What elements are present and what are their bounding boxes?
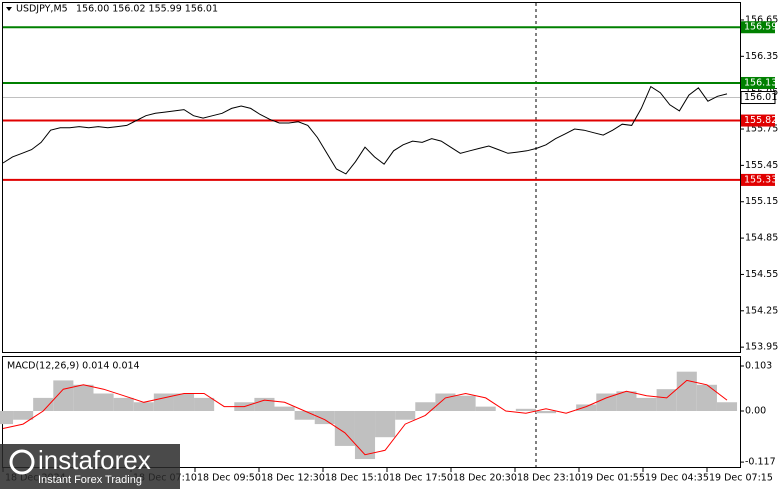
macd-bar (656, 389, 677, 411)
macd-bar (113, 397, 134, 411)
y-tick-label: 155.75 (745, 124, 778, 135)
macd-bar (194, 397, 215, 411)
macd-bar (314, 410, 335, 425)
macd-bar (576, 404, 597, 411)
level-label-box (741, 21, 775, 34)
macd-bar (334, 410, 355, 446)
level-label-box (741, 173, 775, 186)
macd-bar (274, 406, 295, 411)
x-tick-label: 18 Dec 17:50 (389, 473, 453, 484)
level-label: 156.13 (744, 77, 777, 88)
signal-line (2, 379, 728, 456)
y-tick-label: 155.45 (745, 160, 778, 171)
level-label-box (741, 76, 775, 89)
macd-bar (676, 371, 697, 411)
macd-title: MACD(12,26,9) 0.014 0.014 (7, 361, 140, 372)
y-tick-label: 154.85 (745, 233, 778, 244)
macd-bar (395, 410, 416, 420)
x-tick-label: 19 Dec 01:55 (581, 473, 645, 484)
y-tick-label: 155.15 (745, 196, 778, 207)
macd-bar (415, 402, 436, 411)
watermark-box (0, 444, 180, 489)
y-tick-label: 154.25 (745, 305, 778, 316)
price-line (2, 85, 728, 175)
macd-bar (696, 384, 717, 411)
last-price-label: 156.01 (744, 92, 777, 103)
y-tick-label: 0.00 (745, 405, 766, 416)
macd-bar (596, 393, 617, 411)
macd-bar (515, 408, 536, 411)
macd-bar (616, 391, 637, 411)
x-tick-label: 19 Dec 07:15 (709, 473, 773, 484)
macd-bar (455, 395, 476, 411)
x-tick-label: 18 Dec 15:10 (325, 473, 389, 484)
macd-bar (254, 397, 275, 411)
macd-bar (535, 410, 557, 414)
price-panel-frame (2, 2, 741, 353)
y-tick-label: 153.95 (745, 342, 778, 353)
macd-bar (153, 393, 174, 411)
y-tick-label: 154.55 (745, 269, 778, 280)
macd-bar (33, 397, 54, 411)
x-tick-label: 18 Dec 20:30 (453, 473, 517, 484)
ohlc-values: 156.00 156.02 155.99 156.01 (76, 4, 218, 15)
macd-bar (716, 402, 738, 411)
macd-bar (354, 410, 376, 460)
x-tick-label: 18 Dec 23:10 (517, 473, 581, 484)
last-price-box (740, 91, 776, 105)
level-label: 155.82 (744, 115, 777, 126)
macd-bar (475, 406, 496, 411)
plot-layer: 156.65156.35156.05155.75155.45155.15154.… (0, 14, 778, 484)
macd-bar (13, 410, 34, 420)
macd-bar (93, 393, 114, 411)
y-tick-label: 0.103 (745, 360, 772, 371)
watermark-logo (9, 449, 35, 475)
x-tick-label: 18 Dec 12:30 (261, 473, 325, 484)
macd-bar (636, 397, 657, 411)
macd-bar (73, 384, 94, 411)
watermark-tagline: Instant Forex Trading (38, 474, 142, 486)
x-tick-label: 19 Dec 04:35 (645, 473, 709, 484)
watermark-brand: instaforex (38, 445, 151, 475)
macd-bar (294, 410, 315, 420)
level-label: 156.59 (744, 22, 777, 33)
macd-bar (375, 410, 396, 438)
y-tick-label: -0.117 (745, 457, 776, 468)
macd-bar (53, 380, 74, 411)
macd-bar (0, 410, 14, 425)
x-tick-label: 18 Dec 09:50 (197, 473, 261, 484)
level-label-box (741, 114, 775, 127)
symbol-title: USDJPY,M5 (16, 4, 68, 15)
macd-bar (173, 393, 195, 411)
y-tick-label: 156.35 (745, 51, 778, 62)
macd-bar (435, 393, 456, 411)
menu-arrow[interactable] (6, 7, 12, 11)
level-label: 155.33 (744, 174, 777, 185)
y-tick-label: 156.65 (745, 14, 778, 25)
macd-bar (133, 402, 154, 411)
